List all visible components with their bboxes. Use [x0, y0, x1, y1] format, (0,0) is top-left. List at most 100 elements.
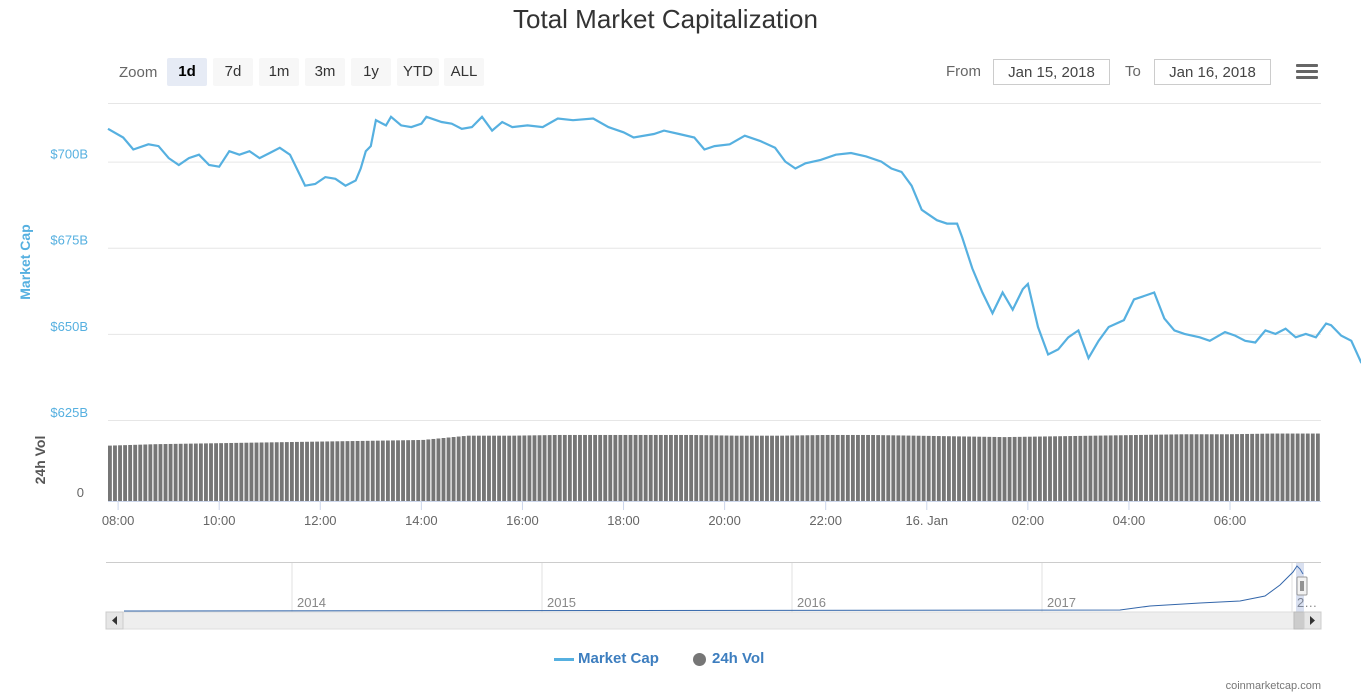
volume-bar: [1063, 436, 1068, 501]
zoom-1d-button[interactable]: 1d: [167, 58, 207, 86]
volume-bar: [633, 434, 638, 501]
volume-bar: [815, 435, 820, 501]
legend-market-cap-label: Market Cap: [578, 650, 659, 667]
volume-bar: [1275, 433, 1280, 501]
volume-bar: [173, 443, 178, 501]
volume-bar: [1078, 435, 1083, 501]
volume-bar: [380, 440, 385, 501]
x-tick-label: 10:00: [203, 513, 236, 528]
volume-bar: [446, 437, 451, 501]
volume-bar: [749, 435, 754, 501]
volume-bar: [658, 434, 663, 501]
volume-bar: [1017, 436, 1022, 501]
zoom-all-button[interactable]: ALL: [444, 58, 484, 86]
volume-bar: [441, 438, 446, 501]
volume-bar: [461, 436, 466, 501]
to-label: To: [1125, 63, 1141, 80]
to-date-input[interactable]: [1154, 59, 1271, 85]
volume-bar: [598, 434, 603, 501]
credits-link[interactable]: coinmarketcap.com: [1225, 680, 1321, 692]
scroll-left-arrow-icon: [112, 616, 117, 625]
volume-bar: [891, 435, 896, 501]
legend-24h-vol[interactable]: 24h Vol: [693, 650, 764, 667]
volume-bar: [790, 435, 795, 501]
volume-bar: [118, 445, 122, 501]
y-tick-label: $625B: [50, 405, 88, 420]
volume-bar: [931, 435, 936, 501]
volume-bar: [825, 434, 830, 501]
zoom-7d-button[interactable]: 7d: [213, 58, 253, 86]
zoom-ytd-button[interactable]: YTD: [397, 58, 439, 86]
volume-bar: [133, 444, 138, 501]
volume-bar: [856, 434, 860, 501]
y-tick-label: $675B: [50, 233, 88, 248]
navigator: 2014 2015 2016 2017 2…: [105, 562, 1322, 630]
volume-bar: [1194, 434, 1199, 501]
volume-bar: [1174, 434, 1179, 501]
volume-bar: [1103, 435, 1108, 501]
volume-bar: [113, 445, 117, 501]
volume-bar: [901, 435, 906, 501]
volume-bar: [532, 435, 537, 501]
volume-bar: [325, 441, 330, 501]
volume-bar: [421, 439, 426, 501]
volume-bar: [881, 435, 886, 501]
volume-bar: [517, 435, 522, 501]
vol-y-tick-label: 0: [77, 485, 84, 500]
volume-bar: [669, 434, 673, 501]
volume-bar: [502, 435, 507, 501]
hamburger-menu-icon[interactable]: [1296, 64, 1318, 82]
volume-bar: [335, 441, 340, 501]
x-tick-label: 08:00: [102, 513, 135, 528]
volume-bar: [527, 435, 532, 501]
volume-bar: [269, 442, 274, 501]
volume-bar: [603, 434, 608, 501]
volume-bar: [406, 440, 411, 501]
volume-bar: [1270, 433, 1275, 501]
volume-bar: [193, 443, 198, 501]
volume-bar: [279, 442, 284, 501]
volume-bar: [770, 435, 774, 501]
volume-bar: [264, 442, 269, 501]
volume-bar: [719, 435, 724, 501]
x-tick-label: 22:00: [809, 513, 842, 528]
volume-bar: [153, 444, 158, 501]
zoom-3m-button[interactable]: 3m: [305, 58, 345, 86]
volume-bar: [466, 435, 471, 501]
volume-bar: [653, 434, 658, 501]
volume-bar: [962, 436, 966, 501]
volume-bar: [375, 440, 380, 501]
volume-bar: [224, 443, 229, 501]
zoom-1m-button[interactable]: 1m: [259, 58, 299, 86]
volume-bar: [315, 441, 320, 501]
volume-bar: [1310, 433, 1315, 501]
volume-bar: [284, 442, 289, 501]
volume-bar: [188, 443, 193, 501]
volume-bar: [411, 440, 416, 501]
volume-bar: [957, 436, 961, 501]
volume-bar: [987, 436, 992, 501]
volume-bar: [552, 435, 557, 501]
volume-bar: [1240, 434, 1244, 501]
volume-bar: [128, 444, 133, 501]
volume-bar: [1179, 434, 1184, 501]
x-tick-label: 16. Jan: [905, 513, 948, 528]
volume-bar: [840, 434, 845, 501]
volume-bar: [689, 434, 694, 501]
legend-market-cap[interactable]: Market Cap: [554, 650, 659, 667]
volume-bar: [249, 442, 254, 501]
volume-bar: [542, 435, 547, 501]
volume-bar: [300, 441, 304, 501]
volume-bar: [1002, 437, 1007, 501]
volume-bar: [663, 434, 668, 501]
volume-bar: [643, 434, 648, 501]
volume-bar: [876, 435, 881, 501]
volume-bar: [476, 435, 481, 501]
navigator-year-label: 2…: [1297, 595, 1317, 610]
volume-bar: [729, 435, 734, 501]
volume-bar: [360, 440, 365, 501]
volume-bar: [800, 435, 805, 501]
volume-bar: [108, 445, 112, 501]
from-date-input[interactable]: [993, 59, 1110, 85]
zoom-1y-button[interactable]: 1y: [351, 58, 391, 86]
